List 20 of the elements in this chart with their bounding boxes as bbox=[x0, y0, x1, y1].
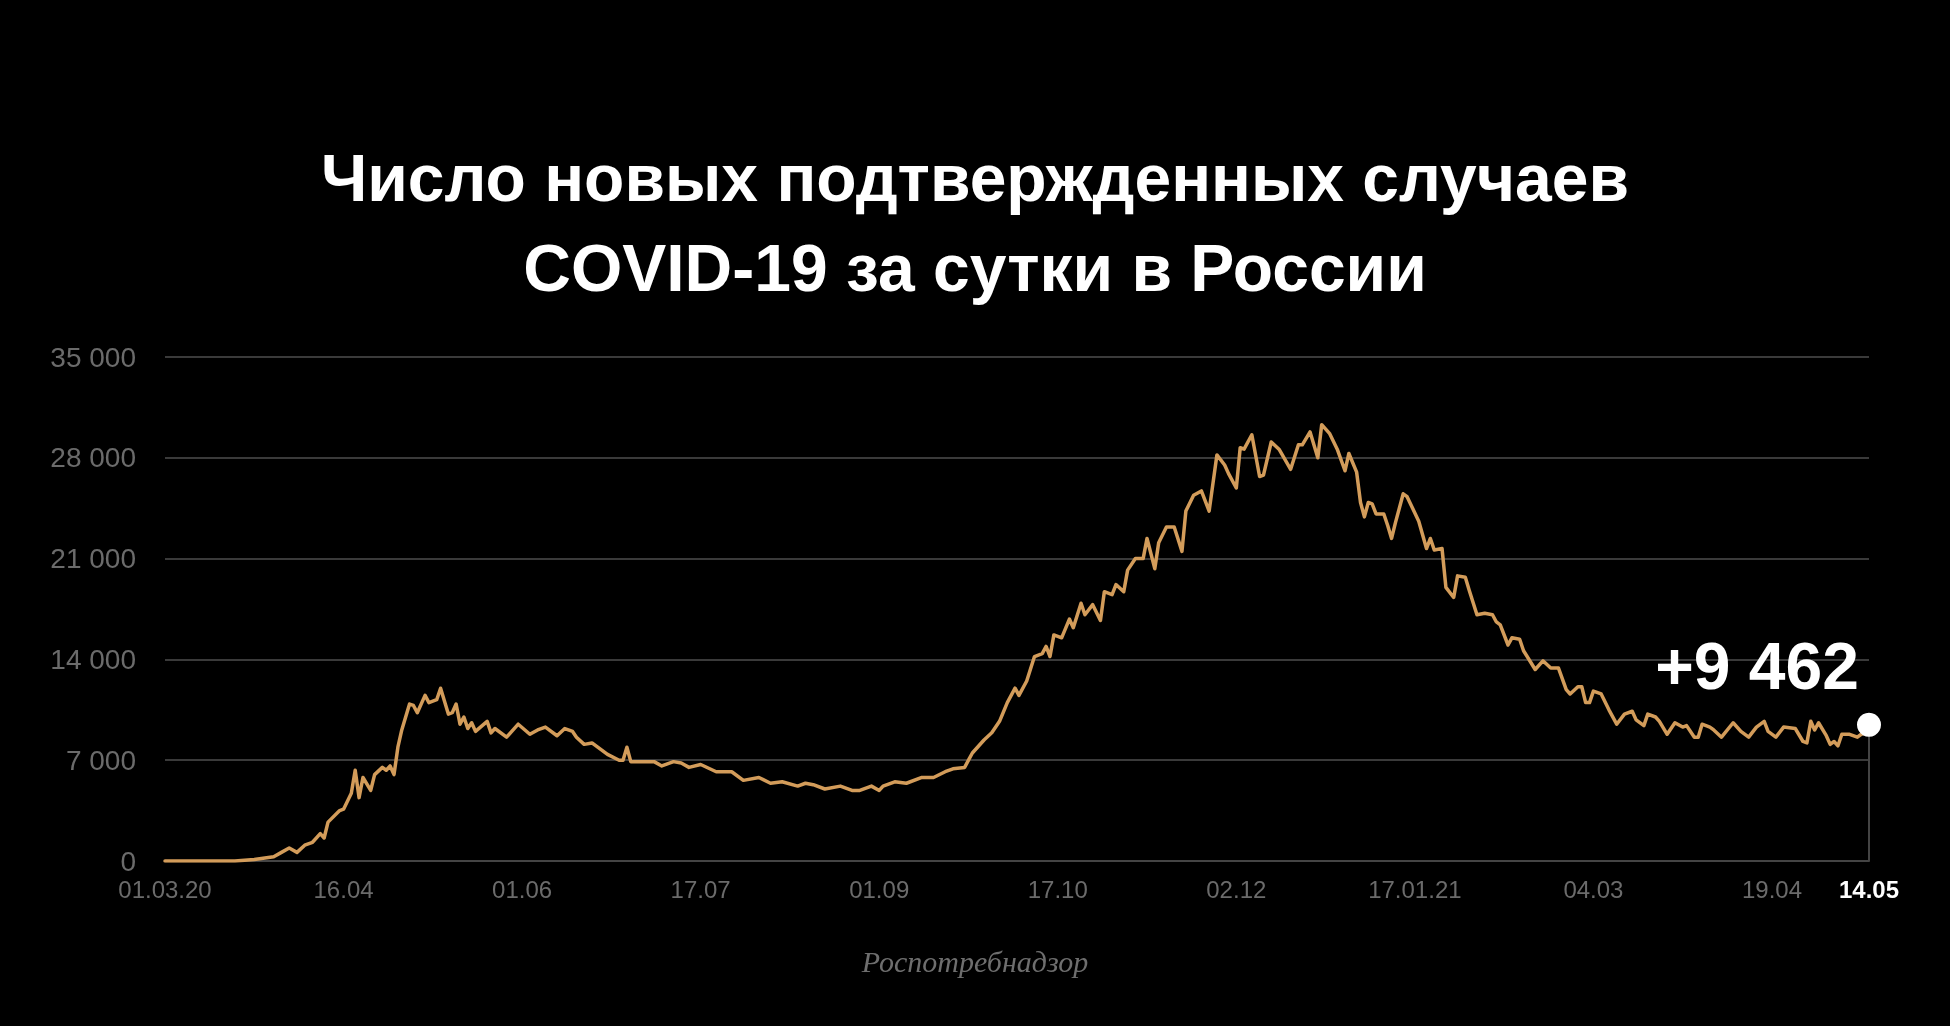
y-tick-label: 28 000 bbox=[50, 442, 136, 474]
y-tick-label: 21 000 bbox=[50, 543, 136, 575]
y-tick-label: 7 000 bbox=[65, 744, 136, 776]
x-tick-label: 04.03 bbox=[1563, 875, 1624, 903]
x-tick-label: 17.07 bbox=[670, 875, 731, 903]
x-tick-label: 19.04 bbox=[1741, 875, 1802, 903]
y-tick-label: 14 000 bbox=[50, 643, 136, 675]
x-tick-label: 17.01.21 bbox=[1368, 875, 1462, 903]
x-tick-label: 14.05 bbox=[1838, 875, 1900, 903]
y-tick-label: 0 bbox=[120, 845, 136, 877]
x-tick-label: 01.03.20 bbox=[118, 875, 212, 903]
x-tick-label: 16.04 bbox=[313, 875, 374, 903]
x-tick-label: 17.10 bbox=[1027, 875, 1088, 903]
x-tick-label: 01.06 bbox=[492, 875, 553, 903]
text: Роспотребнадзор bbox=[860, 944, 1089, 978]
x-tick-label: 01.09 bbox=[849, 875, 910, 903]
chart-title: Число новых подтвержденных случаев COVID-19 за сутки в России bbox=[319, 140, 1631, 307]
x-tick-label: 02.12 bbox=[1206, 875, 1267, 903]
annotation: +9 462 bbox=[1655, 628, 1859, 703]
y-tick-label: 35 000 bbox=[50, 341, 136, 373]
